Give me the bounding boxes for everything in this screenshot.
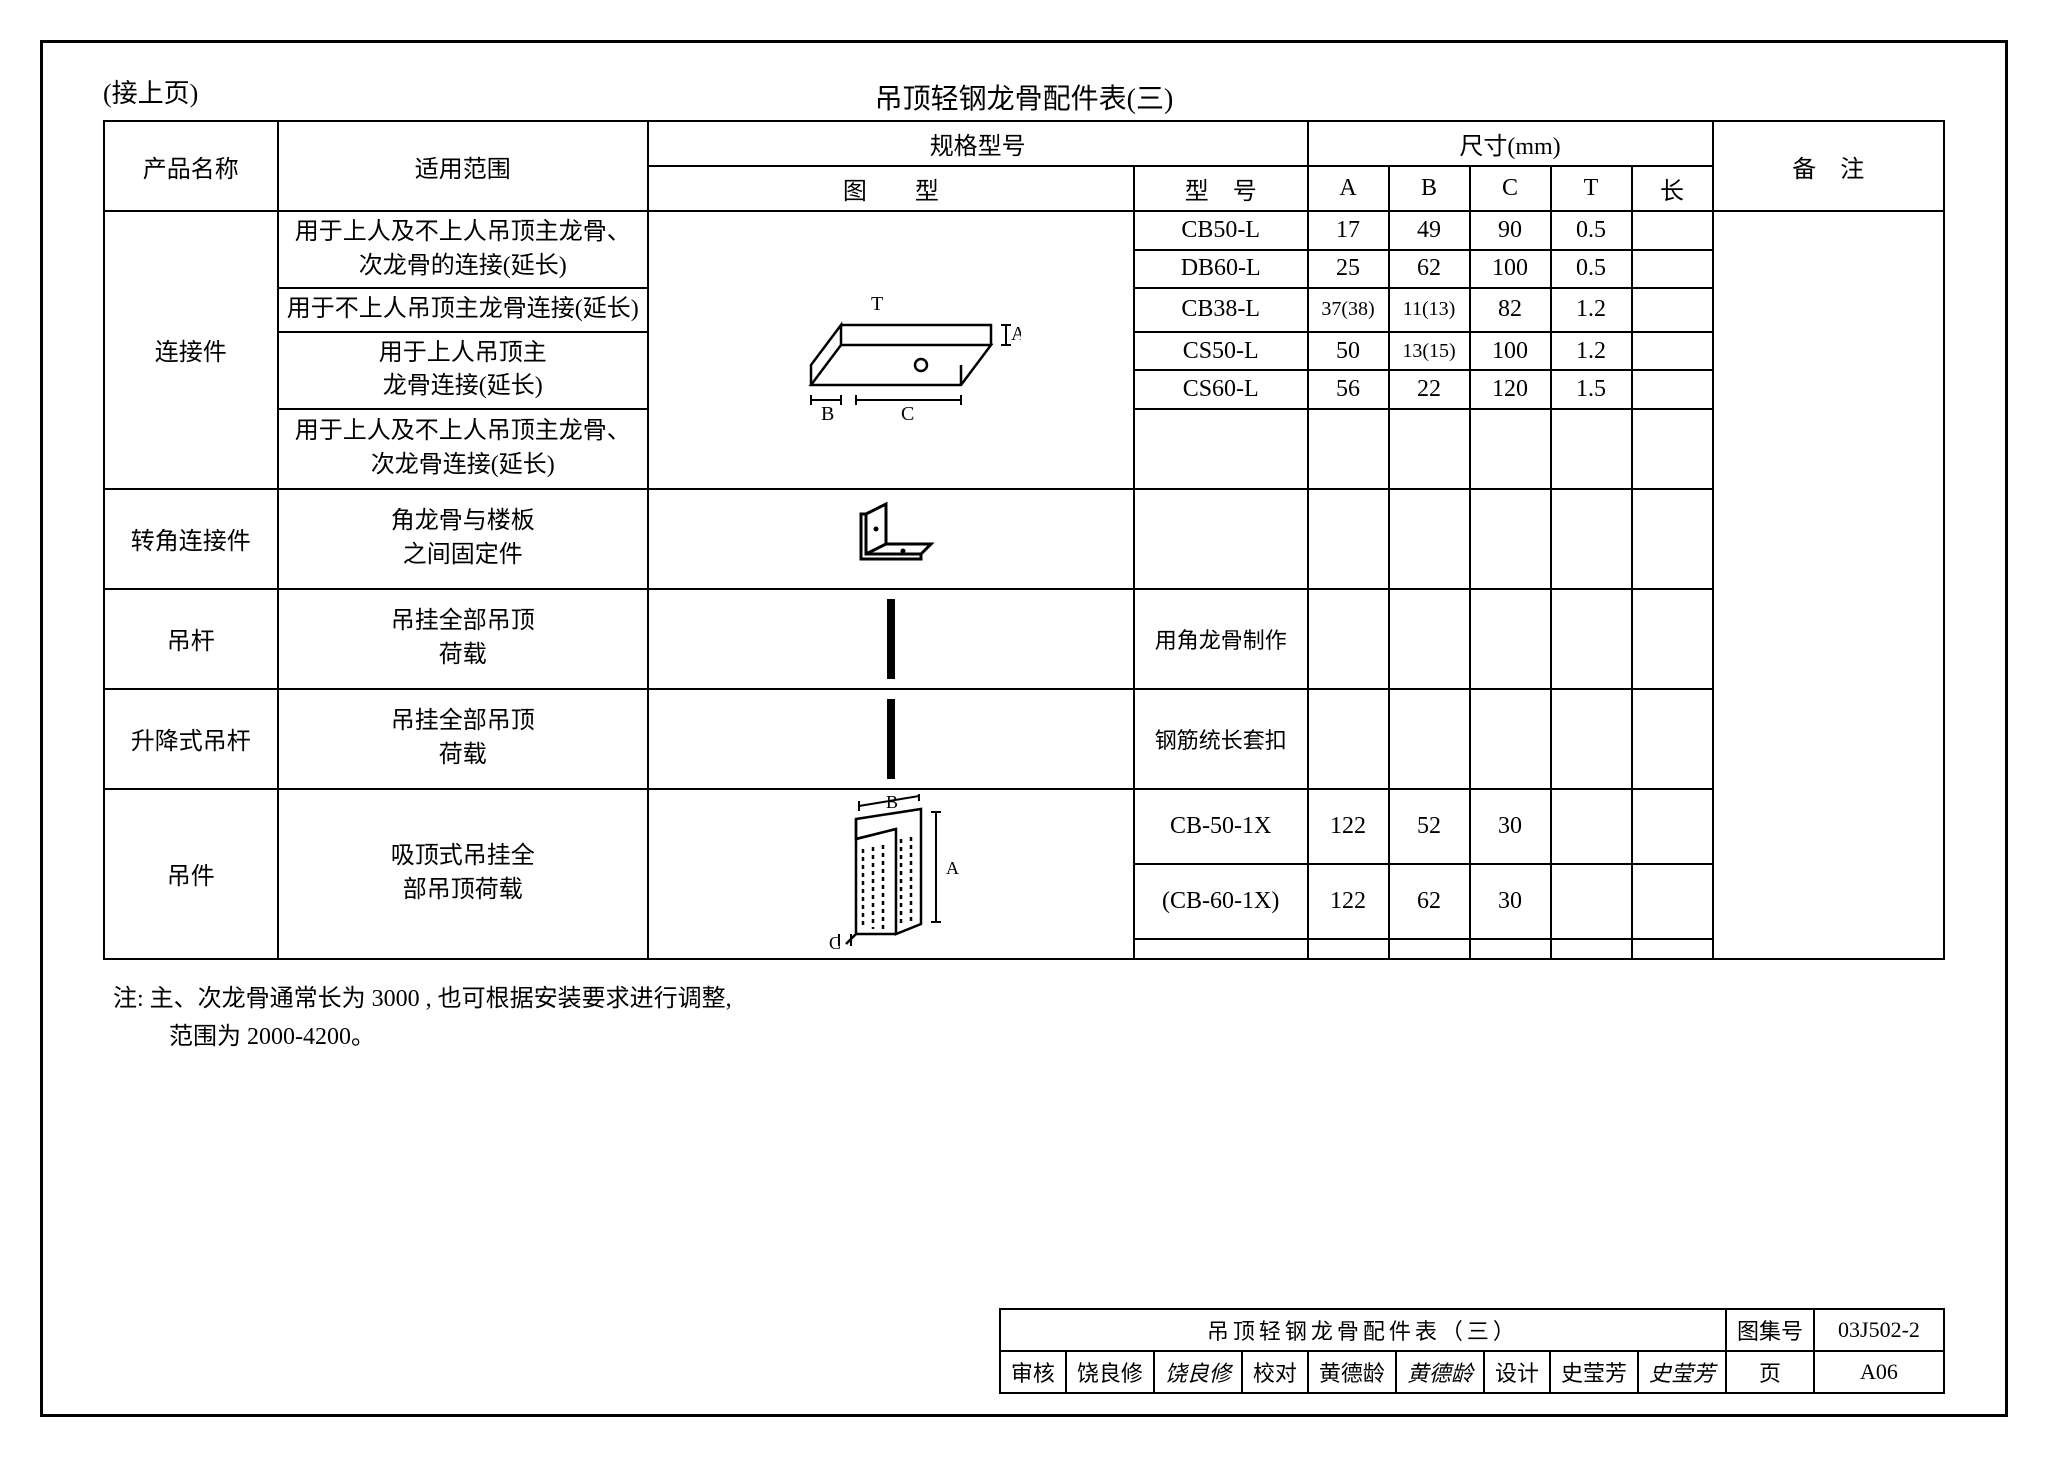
svg-text:C: C — [901, 403, 914, 425]
th-len: 长 — [1632, 166, 1713, 211]
cell-product: 吊件 — [104, 789, 278, 959]
th-spec-group: 规格型号 — [648, 121, 1308, 166]
table-row: 吊杆 吊挂全部吊顶 荷载 用角龙骨制作 — [104, 589, 1944, 689]
svg-text:A: A — [946, 858, 959, 878]
title-block: 吊顶轻钢龙骨配件表（三） 图集号 03J502-2 审核 饶良修 饶良修 校对 … — [999, 1308, 1945, 1394]
table-row: 升降式吊杆 吊挂全部吊顶 荷载 钢筋统长套扣 — [104, 689, 1944, 789]
cell-model: CS60-L — [1134, 370, 1308, 409]
tb-design-sign: 史莹芳 — [1638, 1351, 1726, 1393]
svg-text:B: B — [821, 403, 834, 425]
th-A: A — [1308, 166, 1389, 211]
cell-model: CB-50-1X — [1134, 789, 1308, 864]
svg-text:B: B — [886, 794, 898, 812]
cell-note — [1713, 211, 1945, 959]
svg-text:C: C — [829, 933, 841, 953]
cell-product: 吊杆 — [104, 589, 278, 689]
cell-T: 0.5 — [1551, 211, 1632, 250]
th-dim-group: 尺寸(mm) — [1308, 121, 1713, 166]
footnote-line1: 注: 主、次龙骨通常长为 3000 , 也可根据安装要求进行调整, — [113, 986, 732, 1012]
th-B: B — [1389, 166, 1470, 211]
footnote: 注: 主、次龙骨通常长为 3000 , 也可根据安装要求进行调整, 范围为 20… — [103, 980, 1945, 1057]
cell-product: 升降式吊杆 — [104, 689, 278, 789]
tb-atlas-no: 03J502-2 — [1814, 1309, 1944, 1351]
th-T: T — [1551, 166, 1632, 211]
th-product: 产品名称 — [104, 121, 278, 211]
cell-model: CS50-L — [1134, 332, 1308, 371]
tb-check-label: 校对 — [1242, 1351, 1308, 1393]
page-title: 吊顶轻钢龙骨配件表(三) — [43, 77, 2005, 117]
tb-reviewer: 饶良修 — [1066, 1351, 1154, 1393]
rod-icon — [861, 594, 921, 684]
cell-model: CB50-L — [1134, 211, 1308, 250]
angle-bracket-icon — [831, 499, 951, 579]
tb-main-title: 吊顶轻钢龙骨配件表（三） — [1000, 1309, 1726, 1351]
th-img: 图 型 — [648, 166, 1134, 211]
cell-diagram-connector: T A B C — [648, 211, 1134, 489]
cell-product: 连接件 — [104, 211, 278, 489]
header-row-1: 产品名称 适用范围 规格型号 尺寸(mm) 备 注 — [104, 121, 1944, 166]
th-C: C — [1470, 166, 1551, 211]
cell-L — [1632, 211, 1713, 250]
tb-review-sign: 饶良修 — [1154, 1351, 1242, 1393]
cell-product: 转角连接件 — [104, 489, 278, 589]
table-row: 连接件 用于上人及不上人吊顶主龙骨、 次龙骨的连接(延长) — [104, 211, 1944, 250]
cell-model: (CB-60-1X) — [1134, 864, 1308, 939]
table-row: 吊件 吸顶式吊挂全 部吊顶荷载 — [104, 789, 1944, 864]
svg-text:A: A — [1011, 323, 1021, 345]
tb-review-label: 审核 — [1000, 1351, 1066, 1393]
footnote-line2: 范围为 2000-4200。 — [113, 1024, 375, 1050]
th-note: 备 注 — [1713, 121, 1945, 211]
drawing-sheet: (接上页) 吊顶轻钢龙骨配件表(三) 产品名称 适用范围 规格型号 尺寸(mm)… — [40, 40, 2008, 1417]
tb-designer: 史莹芳 — [1550, 1351, 1638, 1393]
cell-B: 49 — [1389, 211, 1470, 250]
tb-page-no: A06 — [1814, 1351, 1944, 1393]
tb-check-sign: 黄德龄 — [1396, 1351, 1484, 1393]
tb-checker: 黄德龄 — [1308, 1351, 1396, 1393]
th-scope: 适用范围 — [278, 121, 648, 211]
cell-scope: 用于上人及不上人吊顶主龙骨、 次龙骨的连接(延长) — [278, 211, 648, 288]
svg-text:T: T — [871, 293, 883, 315]
tb-page-label: 页 — [1726, 1351, 1814, 1393]
th-model: 型 号 — [1134, 166, 1308, 211]
cell-diagram-hanger: B A C — [648, 789, 1134, 959]
cell-scope: 用于上人吊顶主 龙骨连接(延长) — [278, 332, 648, 409]
cell-model: DB60-L — [1134, 250, 1308, 289]
rod-icon — [861, 694, 921, 784]
tb-atlas-label: 图集号 — [1726, 1309, 1814, 1351]
hanger-icon: B A C — [801, 794, 981, 954]
parts-table: 产品名称 适用范围 规格型号 尺寸(mm) 备 注 图 型 型 号 A B C … — [103, 120, 1945, 960]
cell-C: 90 — [1470, 211, 1551, 250]
cell-diagram-angle — [648, 489, 1134, 589]
cell-scope: 用于上人及不上人吊顶主龙骨、 次龙骨连接(延长) — [278, 409, 648, 489]
cell-diagram-rod — [648, 589, 1134, 689]
cell-scope: 用于不上人吊顶主龙骨连接(延长) — [278, 288, 648, 332]
cell-A: 17 — [1308, 211, 1389, 250]
tb-design-label: 设计 — [1484, 1351, 1550, 1393]
table-row: 转角连接件 角龙骨与楼板 之间固定件 — [104, 489, 1944, 589]
connector-diagram-icon: T A B C — [761, 265, 1021, 435]
cell-model: CB38-L — [1134, 288, 1308, 332]
cell-diagram-rod2 — [648, 689, 1134, 789]
